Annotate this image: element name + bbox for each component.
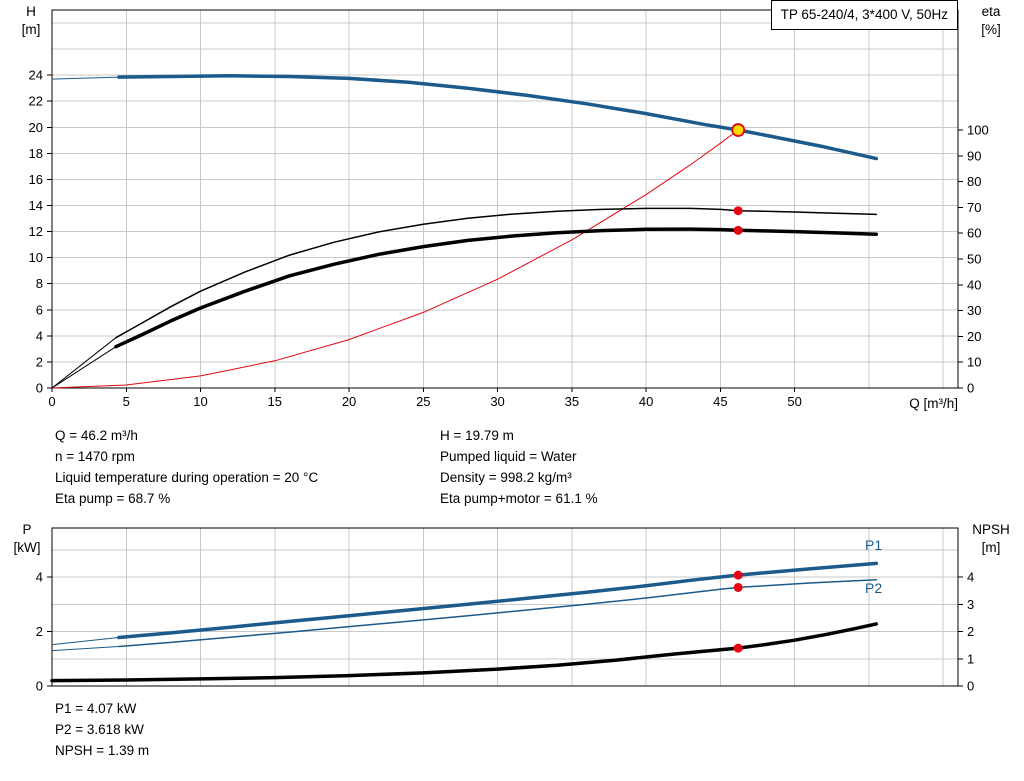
y-left-tick-label: 2 [36,624,43,639]
y-right-tick-label: 50 [967,251,981,266]
duty-value-marker [733,206,743,216]
npsh-axis-unit: [m] [981,540,1001,555]
head-value: H = 19.79 m [440,428,514,443]
p2-curve [118,579,878,648]
liquid-temperature-value: Liquid temperature during operation = 20… [55,470,319,485]
y-left-tick-label: 22 [29,94,43,109]
y-left-tick-label: 4 [36,328,43,343]
y-left-tick-label: 2 [36,354,43,369]
p2-value: P2 = 3.618 kW [55,722,144,737]
npsh-axis-symbol: NPSH [972,522,1010,537]
npsh-axis-header: NPSH [m] [962,521,1020,557]
q-axis-label: Q [m³/h] [909,396,958,411]
y-right-tick-label: 3 [967,597,974,612]
eta-axis-unit: [%] [981,22,1001,37]
duty-value-marker [733,570,743,580]
plot-border [51,9,959,389]
system-curve [51,129,739,389]
eta-axis-header: eta [%] [968,3,1014,39]
plot-border [51,527,959,687]
y-right-tick-label: 2 [967,624,974,639]
pump-type-title-box: TP 65-240/4, 3*400 V, 50Hz [770,0,958,30]
x-tick-label: 25 [416,394,430,409]
y-left-tick-label: 10 [29,250,43,265]
y-right-tick-label: 20 [967,329,981,344]
flow-value: Q = 46.2 m³/h [55,428,138,443]
pumped-liquid-value: Pumped liquid = Water [440,449,577,464]
y-right-tick-label: 30 [967,303,981,318]
eta-pump-motor-curve [114,227,879,349]
p1-value: P1 = 4.07 kW [55,701,137,716]
x-tick-label: 30 [490,394,504,409]
head-curve-leadin [51,76,119,80]
h-axis-symbol: H [26,4,36,19]
x-tick-label: 45 [713,394,727,409]
y-right-tick-label: 1 [967,651,974,666]
p2-curve-label: P2 [865,580,883,596]
duty-value-marker [733,225,743,235]
y-left-tick-label: 20 [29,120,43,135]
y-left-tick-label: 16 [29,172,43,187]
duty-value-marker [733,582,743,592]
y-right-tick-label: 40 [967,277,981,292]
h-axis-unit: [m] [21,22,41,37]
p-axis-symbol: P [22,522,32,537]
y-right-tick-label: 70 [967,200,981,215]
y-right-tick-label: 60 [967,226,981,241]
speed-value: n = 1470 rpm [55,449,135,464]
p1-curve [117,561,879,640]
x-tick-label: 40 [639,394,653,409]
y-right-tick-label: 0 [967,381,974,396]
x-tick-label: 20 [342,394,356,409]
eta-pump-motor-value: Eta pump+motor = 61.1 % [440,491,598,506]
x-tick-label: 50 [787,394,801,409]
p2-curve-leadin [51,646,119,652]
y-left-tick-label: 12 [29,224,43,239]
y-right-tick-label: 0 [967,679,974,694]
y-right-tick-label: 4 [967,570,974,585]
eta-pump-curve-leadin [51,337,117,389]
y-right-tick-label: 80 [967,174,981,189]
duty-data-right-column: H = 19.79 m Pumped liquid = Water Densit… [440,425,598,509]
p-axis-header: P [kW] [3,521,51,557]
y-left-tick-label: 0 [36,679,43,694]
x-tick-label: 35 [565,394,579,409]
eta-axis-symbol: eta [981,4,1001,19]
x-tick-label: 5 [123,394,130,409]
y-right-tick-label: 90 [967,148,981,163]
duty-value-marker [733,643,743,653]
y-right-tick-label: 100 [967,122,989,137]
x-tick-label: 15 [268,394,282,409]
duty-point-marker [731,123,746,137]
y-left-tick-label: 8 [36,276,43,291]
x-tick-label: 0 [48,394,55,409]
eta-pump-curve [115,207,878,339]
p1-curve-label: P1 [865,537,883,553]
duty-data-left-column: Q = 46.2 m³/h n = 1470 rpm Liquid temper… [55,425,318,509]
h-axis-header: H [m] [10,3,52,39]
head-curve [117,74,879,161]
y-left-tick-label: 14 [29,198,43,213]
y-left-tick-label: 4 [36,570,43,585]
eta-pump-value: Eta pump = 68.7 % [55,491,171,506]
p1-curve-leadin [51,637,119,646]
y-left-tick-label: 6 [36,302,43,317]
eta-pump-motor-curve-leadin [51,346,117,389]
y-left-tick-label: 18 [29,146,43,161]
density-value: Density = 998.2 kg/m³ [440,470,572,485]
y-left-tick-label: 0 [36,381,43,396]
power-npsh-column: P1 = 4.07 kW P2 = 3.618 kW NPSH = 1.39 m [55,698,149,761]
y-right-tick-label: 10 [967,355,981,370]
x-tick-label: 10 [193,394,207,409]
y-left-tick-label: 24 [29,68,43,83]
p-axis-unit: [kW] [13,540,41,555]
npsh-value: NPSH = 1.39 m [55,743,150,758]
npsh-curve [50,622,879,683]
